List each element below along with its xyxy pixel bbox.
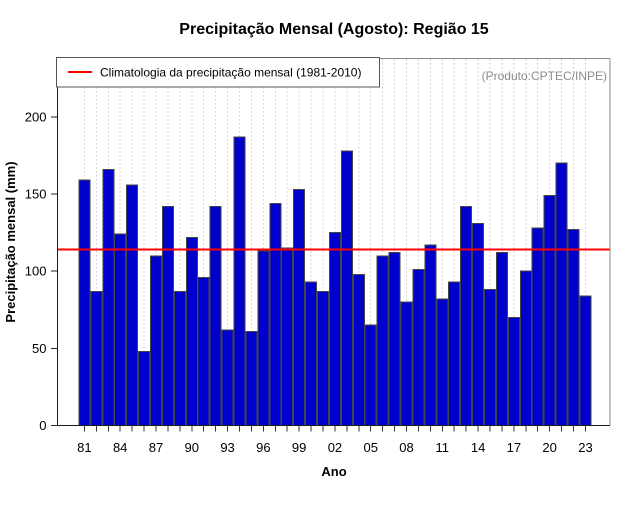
bar-1997 [269, 202, 282, 426]
bar-2001 [317, 290, 329, 426]
x-tick-label-1996: 96 [256, 440, 270, 455]
x-tick-label-1993: 93 [220, 440, 234, 455]
bar-1983 [102, 168, 115, 426]
bar-1990 [185, 236, 198, 426]
chart-title: Precipitação Mensal (Agosto): Região 15 [179, 21, 489, 38]
y-tick-label-150: 150 [25, 187, 47, 202]
y-axis: 0 50 100 150 200 [25, 109, 58, 433]
x-axis: 81 84 87 90 93 96 99 02 05 08 11 14 17 20 23 [77, 425, 593, 455]
legend-frame [56, 57, 380, 88]
bar-2004 [352, 273, 365, 426]
bar-2006 [376, 255, 389, 426]
bar-2019 [531, 227, 544, 426]
x-tick-label-1990: 90 [185, 440, 199, 455]
bar-2016 [495, 252, 508, 426]
bar-1982 [90, 290, 103, 426]
x-tick-label-2008: 08 [399, 440, 413, 455]
bar-2007 [388, 252, 401, 426]
bar-1995 [245, 330, 258, 427]
bar-2023 [579, 295, 592, 426]
bar-2020 [543, 195, 556, 426]
y-tick-label-100: 100 [25, 264, 47, 279]
bar-2002 [328, 232, 341, 426]
bar-1986 [138, 350, 151, 426]
y-tick-label-0: 0 [39, 418, 46, 433]
bar-1998 [281, 247, 294, 426]
x-tick-label-2020: 20 [542, 440, 556, 455]
bar-2015 [484, 289, 497, 427]
legend-label: Climatologia da precipitação mensal (198… [100, 66, 361, 80]
x-tick-label-2014: 14 [471, 440, 485, 455]
bar-2010 [424, 244, 437, 426]
bar-1996 [257, 250, 270, 426]
y-axis-title: Precipitação mensal (mm) [3, 161, 18, 322]
bar-1992 [209, 205, 222, 426]
y-tick-label-200: 200 [25, 109, 47, 124]
bar-1987 [149, 255, 162, 426]
x-tick-label-2017: 17 [507, 440, 521, 455]
x-tick-label-1981: 81 [77, 440, 91, 455]
bar-2000 [305, 281, 318, 427]
bar-2013 [460, 205, 473, 426]
precipitation-bars [78, 136, 592, 427]
legend-box: Climatologia da precipitação mensal (198… [56, 57, 380, 88]
x-axis-title: Ano [321, 464, 346, 479]
x-tick-label-2002: 02 [328, 440, 342, 455]
bar-1991 [197, 276, 210, 427]
bar-2014 [472, 222, 485, 426]
bar-1988 [161, 205, 174, 426]
y-tick-label-50: 50 [32, 341, 46, 356]
bar-1999 [293, 188, 306, 426]
bar-1994 [233, 136, 246, 427]
bar-2018 [519, 270, 532, 426]
bar-2021 [555, 162, 568, 427]
bar-2008 [400, 301, 413, 427]
bar-2022 [567, 229, 580, 426]
bar-1981 [78, 179, 91, 426]
bar-1984 [114, 233, 127, 426]
bar-1989 [173, 290, 186, 426]
bar-1993 [221, 329, 234, 426]
bar-2003 [340, 150, 353, 426]
x-tick-label-1999: 99 [292, 440, 306, 455]
x-tick-label-2011: 11 [436, 440, 450, 455]
bar-1985 [126, 184, 139, 426]
x-tick-label-2005: 05 [363, 440, 377, 455]
bar-2012 [448, 281, 461, 427]
bar-2017 [507, 317, 520, 426]
x-tick-label-1987: 87 [149, 440, 163, 455]
x-tick-label-2023: 23 [578, 440, 592, 455]
bar-2011 [436, 298, 449, 426]
x-tick-label-1984: 84 [113, 440, 127, 455]
bar-2009 [412, 269, 425, 427]
bar-2005 [364, 324, 377, 426]
product-credit-label: (Produto:CPTEC/INPE) [482, 69, 607, 83]
